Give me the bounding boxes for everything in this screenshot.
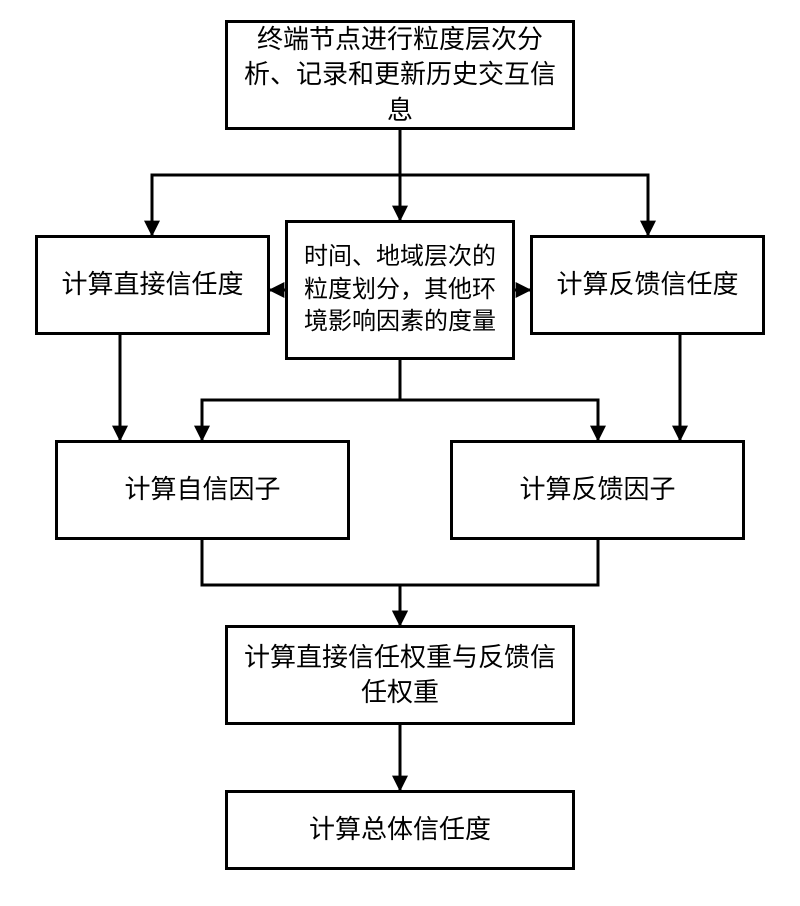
node-l5: 计算直接信任权重与反馈信任权重 (225, 625, 575, 725)
node-mid_left: 计算直接信任度 (35, 235, 270, 335)
node-mid_center: 时间、地域层次的粒度划分，其他环境影响因素的度量 (285, 220, 515, 360)
node-l4_left: 计算自信因子 (55, 440, 350, 540)
node-top: 终端节点进行粒度层次分析、记录和更新历史交互信息 (225, 20, 575, 130)
edge-mid_center-to-l4_left (202, 360, 400, 440)
node-label: 计算反馈因子 (461, 472, 734, 507)
node-label: 时间、地域层次的粒度划分，其他环境影响因素的度量 (296, 241, 504, 338)
flowchart-canvas: 终端节点进行粒度层次分析、记录和更新历史交互信息时间、地域层次的粒度划分，其他环… (0, 0, 800, 906)
node-label: 计算总体信任度 (236, 812, 564, 847)
edge-l4_right-to-l5 (400, 540, 598, 625)
node-label: 计算直接信任度 (46, 267, 259, 302)
node-label: 终端节点进行粒度层次分析、记录和更新历史交互信息 (236, 22, 564, 127)
node-mid_right: 计算反馈信任度 (530, 235, 765, 335)
edge-mid_center-to-l4_right (400, 360, 598, 440)
node-l6: 计算总体信任度 (225, 790, 575, 870)
edge-l4_left-to-l5 (202, 540, 400, 625)
node-label: 计算反馈信任度 (541, 267, 754, 302)
node-l4_right: 计算反馈因子 (450, 440, 745, 540)
node-label: 计算直接信任权重与反馈信任权重 (236, 640, 564, 710)
node-label: 计算自信因子 (66, 472, 339, 507)
